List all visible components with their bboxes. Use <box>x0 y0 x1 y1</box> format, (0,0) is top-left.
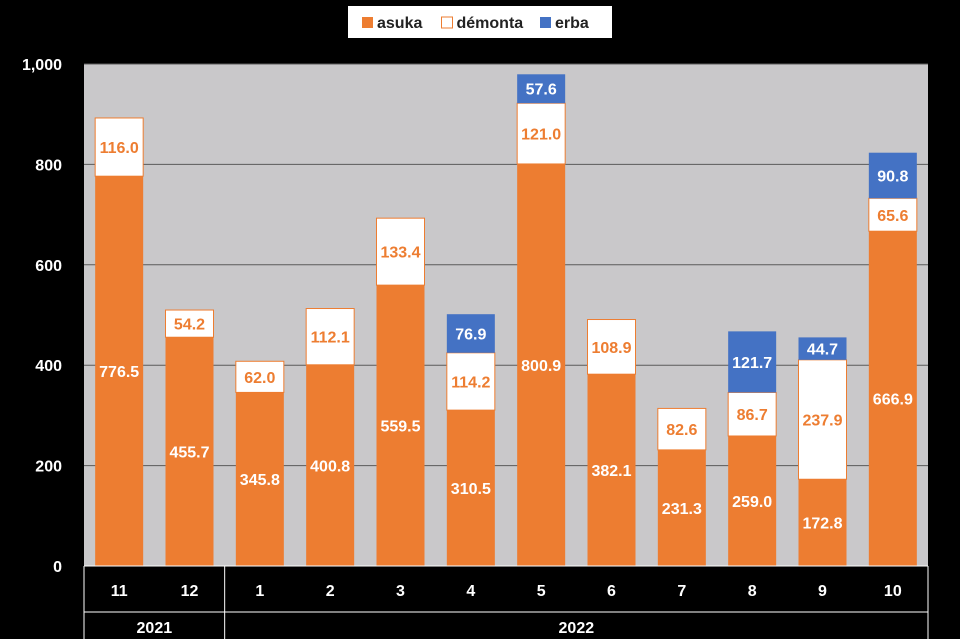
x-tick-label: 8 <box>748 583 757 600</box>
data-label: 112.1 <box>311 330 350 347</box>
data-label: 108.9 <box>591 340 631 357</box>
y-tick-label: 800 <box>35 157 62 174</box>
y-tick-label: 400 <box>35 358 62 375</box>
bar-segment-démonta <box>94 117 144 177</box>
y-tick-label: 200 <box>35 459 62 476</box>
y-tick-label: 0 <box>53 559 62 576</box>
legend-label: démonta <box>457 15 524 32</box>
data-label: 800.9 <box>521 358 561 375</box>
legend-swatch-erba <box>540 17 551 28</box>
bar-segment-asuka <box>868 231 917 567</box>
bar-segment-asuka <box>657 449 706 566</box>
bar-segment-démonta <box>587 319 636 375</box>
data-label: 172.8 <box>802 516 842 533</box>
bar-segment-démonta <box>446 352 496 411</box>
bar-segment-asuka <box>446 410 495 566</box>
bar-segment-erba <box>446 314 495 353</box>
data-label: 133.4 <box>380 245 420 262</box>
bar-segment-asuka <box>165 337 214 566</box>
legend: asuka démonta erba <box>348 6 612 38</box>
x-tick-label: 10 <box>884 583 902 600</box>
year-group-label: 2021 <box>137 620 173 637</box>
bar-segment-asuka <box>728 435 777 566</box>
data-label: 62.0 <box>244 370 275 387</box>
x-tick-label: 12 <box>181 583 199 600</box>
data-label: 310.5 <box>451 481 491 498</box>
data-label: 121.0 <box>521 127 561 144</box>
bar-segment-démonta <box>516 102 566 165</box>
bar-segment-asuka <box>235 392 284 566</box>
data-label: 76.9 <box>455 326 486 343</box>
data-label: 400.8 <box>310 458 350 475</box>
data-label: 65.6 <box>877 208 908 225</box>
data-label: 57.6 <box>526 82 557 99</box>
x-tick-label: 6 <box>607 583 616 600</box>
data-label: 259.0 <box>732 494 772 511</box>
data-label: 345.8 <box>240 472 280 489</box>
bar-segment-asuka <box>306 364 355 566</box>
bar-segment-démonta <box>657 407 707 451</box>
data-label: 666.9 <box>873 392 913 409</box>
bar-segment-démonta <box>868 197 918 232</box>
data-label: 382.1 <box>591 463 631 480</box>
bar-segment-asuka <box>517 163 566 567</box>
bar-segment-erba <box>728 331 777 393</box>
x-tick-label: 7 <box>677 583 686 600</box>
data-label: 559.5 <box>380 419 420 436</box>
data-label: 231.3 <box>662 501 702 518</box>
bar-segment-asuka <box>376 285 425 566</box>
data-label: 82.6 <box>666 422 697 439</box>
bar-segment-démonta <box>235 360 285 393</box>
x-tick-label: 5 <box>537 583 546 600</box>
bar-segment-asuka <box>587 374 636 566</box>
data-label: 116.0 <box>100 140 139 157</box>
legend-swatch-asuka <box>362 17 373 28</box>
bar-segment-démonta <box>798 359 847 480</box>
bar-segment-erba <box>517 74 566 104</box>
bar-segment-démonta <box>305 308 355 366</box>
data-label: 54.2 <box>174 317 205 334</box>
bar-segment-erba <box>798 337 847 360</box>
x-tick-label: 4 <box>466 583 475 600</box>
legend-label: asuka <box>377 15 422 32</box>
legend-swatch-démonta <box>441 16 453 29</box>
data-label: 237.9 <box>802 413 842 430</box>
bar-segment-asuka <box>95 176 144 566</box>
x-tick-label: 1 <box>255 583 264 600</box>
x-tick-label: 3 <box>396 583 405 600</box>
x-tick-label: 2 <box>326 583 335 600</box>
data-label: 90.8 <box>877 168 908 185</box>
data-label: 44.7 <box>807 342 838 359</box>
bar-segment-erba <box>868 152 917 199</box>
data-label: 86.7 <box>737 407 768 424</box>
plot-area <box>84 64 928 566</box>
bar-segment-démonta <box>165 309 214 338</box>
legend-box <box>348 6 612 38</box>
data-label: 776.5 <box>99 364 139 381</box>
y-tick-label: 1,000 <box>22 57 62 74</box>
data-label: 114.2 <box>451 374 490 391</box>
x-tick-label: 9 <box>818 583 827 600</box>
bar-segment-asuka <box>798 479 847 566</box>
bar-segment-démonta <box>727 391 777 437</box>
year-group-label: 2022 <box>559 620 595 637</box>
x-tick-label: 11 <box>111 583 128 600</box>
data-label: 121.7 <box>732 355 772 372</box>
y-tick-label: 600 <box>35 258 62 275</box>
bar-segment-démonta <box>376 217 425 286</box>
legend-label: erba <box>555 15 589 32</box>
data-label: 455.7 <box>169 445 209 462</box>
